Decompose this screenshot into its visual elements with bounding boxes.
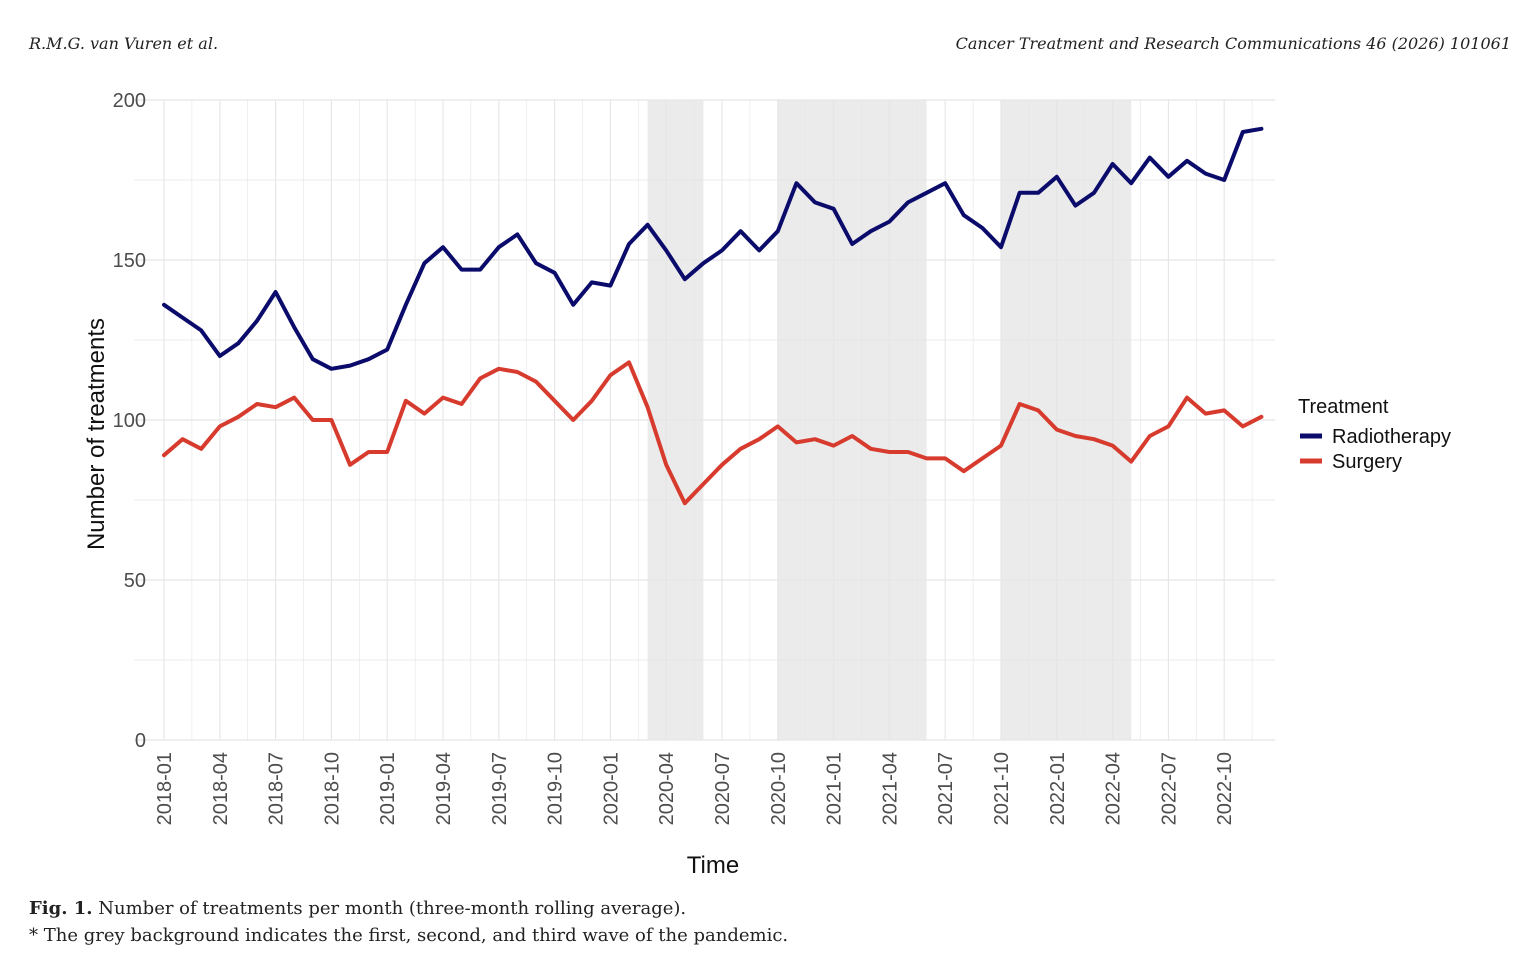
x-tick-label: 2019-01 xyxy=(377,752,399,825)
x-tick-label: 2020-10 xyxy=(768,752,790,825)
y-tick-labels: 0 50 100 150 200 xyxy=(113,90,146,752)
grid-lines xyxy=(134,99,1275,741)
x-tick-label: 2022-07 xyxy=(1158,752,1180,825)
x-tick-label: 2020-01 xyxy=(600,752,622,825)
series-line-radiotherapy xyxy=(162,126,1264,371)
running-head-authors: R.M.G. van Vuren et al. xyxy=(29,34,219,53)
legend: Treatment Radiotherapy Surgery xyxy=(1298,396,1451,473)
x-tick-label: 2018-01 xyxy=(154,752,176,825)
figure-caption-text: Number of treatments per month (three-mo… xyxy=(98,898,687,919)
y-tick-label: 100 xyxy=(113,410,146,432)
x-tick-label: 2020-04 xyxy=(656,752,678,825)
x-tick-label: 2019-07 xyxy=(489,752,511,825)
x-tick-labels: 2018-01 2018-04 2018-07 2018-10 2019-01 2019-… xyxy=(154,752,1236,825)
legend-title: Treatment xyxy=(1298,396,1389,418)
x-axis-title: Time xyxy=(687,852,739,879)
x-tick-label: 2021-07 xyxy=(935,752,957,825)
figure-note: * The grey background indicates the firs… xyxy=(29,925,789,946)
y-tick-label: 150 xyxy=(113,250,146,272)
y-tick-label: 200 xyxy=(113,90,146,112)
x-tick-label: 2020-07 xyxy=(712,752,734,825)
figure-caption: Fig. 1. Number of treatments per month (… xyxy=(29,898,686,919)
figure-label: Fig. 1. xyxy=(29,898,93,919)
line-chart: 0 50 100 150 200 2018-01 2018-04 2018-07 2018-1… xyxy=(83,90,1451,879)
x-tick-label: 2018-07 xyxy=(266,752,288,825)
x-tick-label: 2018-10 xyxy=(321,752,343,825)
legend-label-surgery: Surgery xyxy=(1332,451,1402,473)
legend-label-radiotherapy: Radiotherapy xyxy=(1332,426,1451,448)
series-line-surgery xyxy=(162,360,1264,506)
y-tick-label: 0 xyxy=(135,730,146,752)
x-tick-label: 2022-10 xyxy=(1214,752,1236,825)
series-lines xyxy=(162,126,1264,506)
y-axis-title: Number of treatments xyxy=(83,318,110,550)
x-tick-label: 2019-10 xyxy=(545,752,567,825)
y-tick-label: 50 xyxy=(124,570,146,592)
x-tick-label: 2019-04 xyxy=(433,752,455,825)
x-tick-label: 2021-01 xyxy=(824,752,846,825)
x-tick-label: 2021-04 xyxy=(879,752,901,825)
x-tick-label: 2018-04 xyxy=(210,752,232,825)
running-head-journal: Cancer Treatment and Research Communicat… xyxy=(955,34,1511,53)
x-tick-label: 2022-04 xyxy=(1103,752,1125,825)
x-tick-label: 2021-10 xyxy=(991,752,1013,825)
x-tick-label: 2022-01 xyxy=(1047,752,1069,825)
